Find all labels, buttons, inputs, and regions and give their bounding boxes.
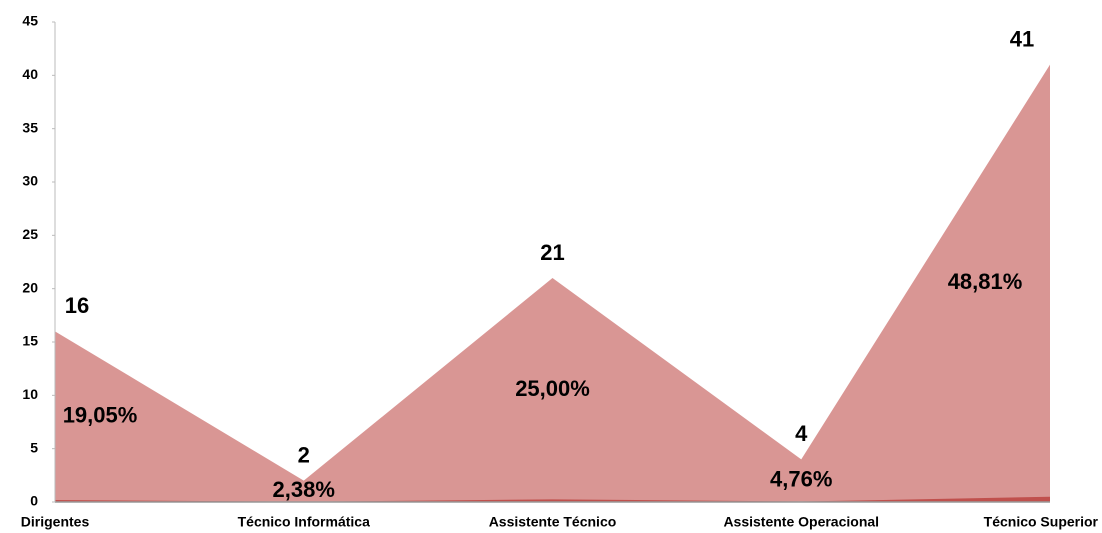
- y-tick-label: 20: [22, 279, 38, 295]
- y-tick-label: 10: [22, 386, 38, 402]
- y-tick-label: 15: [22, 333, 38, 349]
- x-tick-label: Técnico Informática: [238, 514, 370, 530]
- x-tick-label: Assistente Técnico: [489, 514, 617, 530]
- percent-label: 48,81%: [948, 269, 1023, 294]
- x-tick-label: Dirigentes: [21, 514, 90, 530]
- percent-label: 19,05%: [63, 402, 138, 427]
- x-tick-label: Técnico Superior: [984, 514, 1099, 530]
- percent-label: 4,76%: [770, 466, 832, 491]
- y-tick-label: 35: [22, 119, 38, 135]
- value-label: 21: [540, 240, 564, 265]
- x-tick-label: Assistente Operacional: [723, 514, 879, 530]
- y-tick-label: 45: [22, 13, 38, 29]
- percent-label: 25,00%: [515, 376, 590, 401]
- value-label: 16: [65, 293, 89, 318]
- y-tick-label: 0: [30, 493, 38, 509]
- value-label: 2: [298, 442, 310, 467]
- value-label: 4: [795, 421, 808, 446]
- y-tick-label: 40: [22, 66, 38, 82]
- area: [55, 64, 1050, 503]
- area: [55, 496, 1050, 502]
- y-tick-label: 25: [22, 226, 38, 242]
- y-tick-label: 5: [30, 439, 38, 455]
- percent-label: 2,38%: [273, 477, 335, 502]
- value-label: 41: [1010, 26, 1034, 51]
- y-tick-label: 30: [22, 173, 38, 189]
